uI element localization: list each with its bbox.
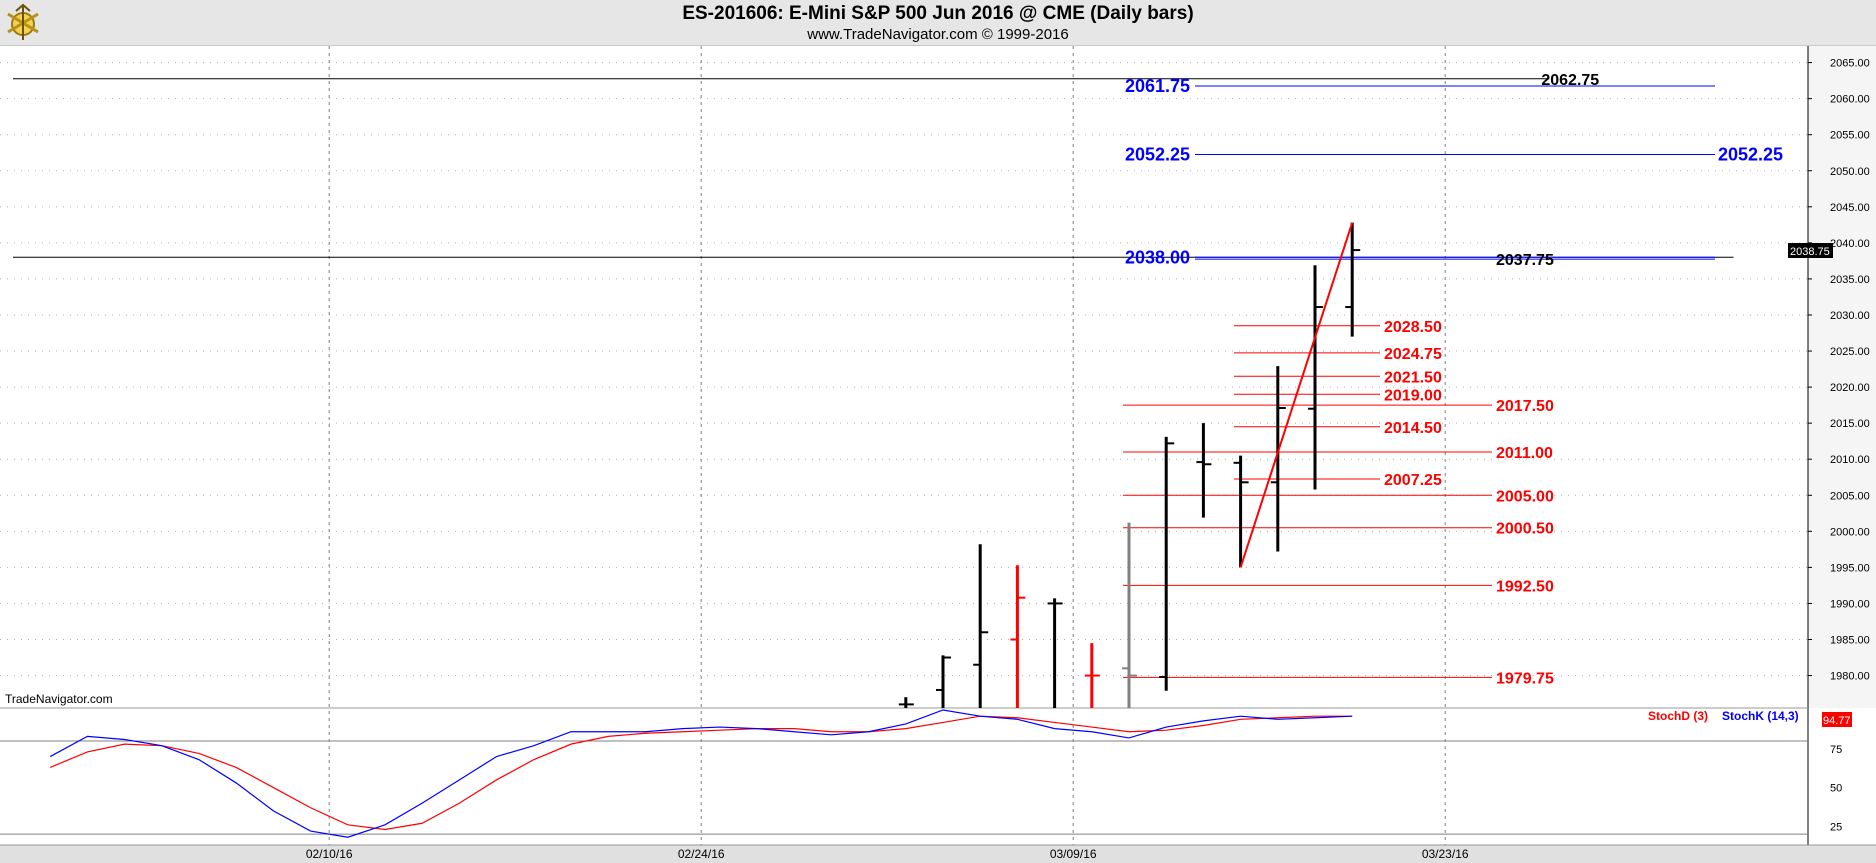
fib-red-short-label: 2019.00 xyxy=(1384,387,1442,404)
stoch-tick-label: 75 xyxy=(1830,744,1842,756)
price-tick-label: 1985.00 xyxy=(1830,634,1870,646)
horizontal-line-label: 2062.75 xyxy=(1541,72,1599,89)
fib-red-label: 2011.00 xyxy=(1496,445,1553,462)
fib-red-label: 2005.00 xyxy=(1496,488,1554,505)
price-tick-label: 2005.00 xyxy=(1830,490,1870,502)
price-tick-label: 2060.00 xyxy=(1830,94,1870,106)
fib-red-short-label: 2007.25 xyxy=(1384,472,1442,489)
fib-blue-label: 2061.75 xyxy=(1125,76,1190,96)
price-axis-ticks: 1980.00 1985.00 1990.00 1995.00 2000.00 2005.… xyxy=(1808,58,1870,683)
price-tick-label: 2020.00 xyxy=(1830,382,1870,394)
legend-stochd: StochD (3) xyxy=(1648,709,1708,723)
current-stoch-label: 94.77 xyxy=(1823,715,1851,727)
fib-blue-label: 2052.25 xyxy=(1125,145,1190,165)
fib-red-short-label: 2014.50 xyxy=(1384,420,1442,437)
price-tick-label: 2040.00 xyxy=(1830,238,1870,250)
date-axis-bg xyxy=(0,845,1876,863)
fib-red-label: 2000.50 xyxy=(1496,521,1554,538)
fib-red-short-label: 2028.50 xyxy=(1384,319,1442,336)
fib-red-short-label: 2021.50 xyxy=(1384,369,1442,386)
price-tick-label: 2030.00 xyxy=(1830,310,1870,322)
price-tick-label: 2045.00 xyxy=(1830,202,1870,214)
price-tick-label: 1990.00 xyxy=(1830,598,1870,610)
trade-navigator-logo-icon xyxy=(7,3,39,40)
price-tick-label: 2010.00 xyxy=(1830,454,1870,466)
date-tick-label: 02/24/16 xyxy=(678,847,725,861)
price-tick-label: 1995.00 xyxy=(1830,562,1870,574)
fib-blue-label-right: 2052.25 xyxy=(1718,145,1783,165)
price-tick-label: 2035.00 xyxy=(1830,274,1870,286)
current-price-badge xyxy=(1788,243,1833,258)
fib-black-label: 2037.75 xyxy=(1496,252,1554,269)
watermark: TradeNavigator.com xyxy=(5,692,113,706)
stoch-axis-ticks: 25 50 75 xyxy=(0,740,1842,835)
fib-red-label: 1992.50 xyxy=(1496,578,1554,595)
price-tick-label: 2065.00 xyxy=(1830,58,1870,70)
price-tick-label: 2000.00 xyxy=(1830,526,1870,538)
stochastic-lines xyxy=(49,709,1353,838)
price-tick-label: 2015.00 xyxy=(1830,418,1870,430)
trendline[interactable] xyxy=(1239,222,1354,568)
chart-header: ES-201606: E-Mini S&P 500 Jun 2016 @ CME… xyxy=(0,0,1876,46)
fib-blue-label: 2038.00 xyxy=(1125,247,1190,267)
current-stoch-badge xyxy=(1822,712,1852,727)
horizontal-lines[interactable]: 2062.75 xyxy=(13,72,1734,258)
date-tick-label: 02/10/16 xyxy=(306,847,353,861)
price-tick-label: 2025.00 xyxy=(1830,346,1870,358)
date-tick-label: 03/09/16 xyxy=(1050,847,1097,861)
trendline-group[interactable] xyxy=(1239,222,1354,568)
stochd-line xyxy=(49,715,1353,831)
price-axis-bg xyxy=(1808,46,1876,708)
price-tick-label: 2050.00 xyxy=(1830,166,1870,178)
fib-red-short-label: 2024.75 xyxy=(1384,346,1442,363)
price-tick-label: 1980.00 xyxy=(1830,671,1870,683)
price-tick-label: 2055.00 xyxy=(1830,130,1870,142)
date-tick-label: 03/23/16 xyxy=(1422,847,1469,861)
chart-title: ES-201606: E-Mini S&P 500 Jun 2016 @ CME… xyxy=(682,3,1194,24)
fib-red-label: 2017.50 xyxy=(1496,398,1554,415)
fib-levels[interactable]: 2061.75 2052.25 2052.25 2038.00 2037.75 2017.… xyxy=(1123,76,1783,687)
ohlc-bars xyxy=(898,222,1361,708)
date-axis-ticks: 02/10/16 02/24/16 03/09/16 03/23/16 xyxy=(306,847,1469,861)
chart-subtitle: www.TradeNavigator.com © 1999-2016 xyxy=(807,26,1069,43)
current-price-label: 2038.75 xyxy=(1790,246,1830,258)
stochk-line xyxy=(49,709,1353,838)
stoch-tick-label: 50 xyxy=(1830,783,1842,795)
stoch-tick-label: 25 xyxy=(1830,821,1842,833)
legend-stochk: StochK (14,3) xyxy=(1722,709,1799,723)
grid xyxy=(0,46,1808,845)
fib-red-label: 1979.75 xyxy=(1496,670,1554,687)
